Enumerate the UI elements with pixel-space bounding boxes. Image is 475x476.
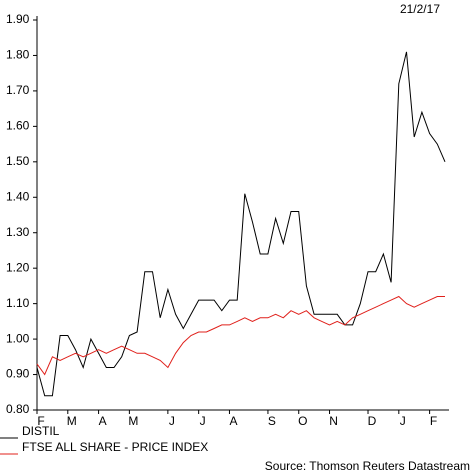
x-tick-label: F [430, 414, 437, 428]
y-tick-label: 0.80 [6, 402, 30, 416]
legend-label: DISTIL [22, 424, 60, 438]
x-tick-label: A [229, 414, 237, 428]
y-tick-label: 1.60 [6, 119, 30, 133]
x-tick-label: D [368, 414, 377, 428]
y-tick-label: 1.00 [6, 331, 30, 345]
y-tick-label: 1.50 [6, 154, 30, 168]
y-tick-label: 1.30 [6, 225, 30, 239]
y-tick-label: 1.80 [6, 48, 30, 62]
x-tick-label: N [329, 414, 338, 428]
x-tick-label: F [37, 414, 44, 428]
y-tick-label: 1.70 [6, 83, 30, 97]
x-tick-label: O [298, 414, 307, 428]
x-tick-label: A [99, 414, 107, 428]
y-tick-label: 1.20 [6, 260, 30, 274]
y-tick-label: 1.40 [6, 189, 30, 203]
series-line [36, 295, 445, 376]
x-tick-label: M [128, 414, 138, 428]
legend-label: FTSE ALL SHARE - PRICE INDEX [22, 440, 208, 454]
y-tick-label: 1.90 [6, 12, 30, 26]
source-note: Source: Thomson Reuters Datastream [265, 459, 470, 473]
x-tick-label: J [169, 414, 175, 428]
y-tick-label: 1.10 [6, 296, 30, 310]
series-line [36, 51, 446, 397]
y-tick-label: 0.90 [6, 367, 30, 381]
x-tick-label: S [268, 414, 276, 428]
x-tick-label: J [400, 414, 406, 428]
x-tick-label: J [200, 414, 206, 428]
x-tick-label: M [67, 414, 77, 428]
date-label: 21/2/17 [400, 2, 440, 16]
